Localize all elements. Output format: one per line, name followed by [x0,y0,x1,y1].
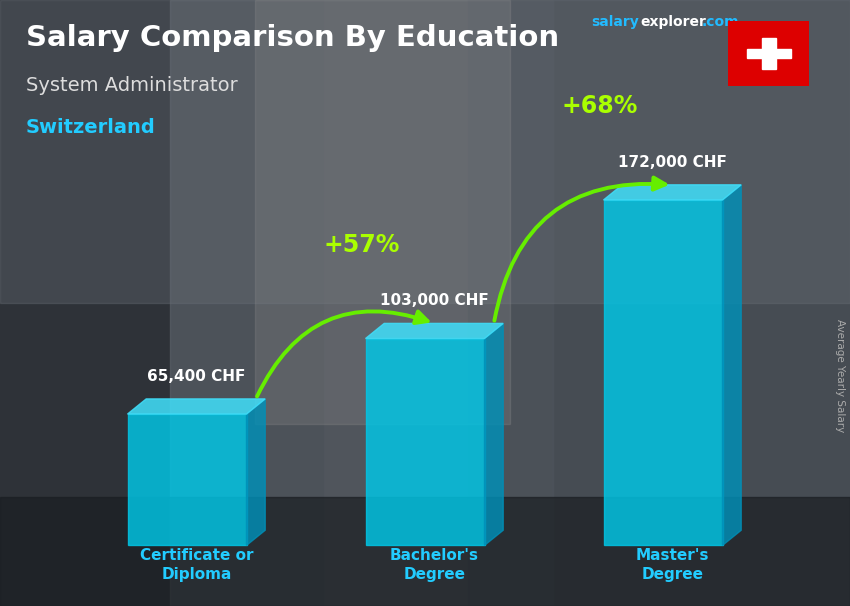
Text: +68%: +68% [562,94,638,118]
Polygon shape [170,0,552,606]
Text: 65,400 CHF: 65,400 CHF [147,369,246,384]
Text: System Administrator: System Administrator [26,76,237,95]
Text: Salary Comparison By Education: Salary Comparison By Education [26,24,558,52]
Polygon shape [0,0,323,606]
Polygon shape [0,497,850,606]
Polygon shape [366,339,484,545]
Polygon shape [604,200,722,545]
Polygon shape [128,414,246,545]
Text: 103,000 CHF: 103,000 CHF [380,293,489,308]
Text: Switzerland: Switzerland [26,118,156,137]
Text: Master's
Degree: Master's Degree [636,548,709,582]
Text: salary: salary [591,15,638,29]
Polygon shape [246,399,265,545]
Polygon shape [128,399,265,414]
Polygon shape [468,0,850,606]
Text: +57%: +57% [324,233,400,256]
Polygon shape [722,185,741,545]
FancyArrowPatch shape [495,178,666,321]
Text: Certificate or
Diploma: Certificate or Diploma [139,548,253,582]
Polygon shape [484,324,503,545]
Text: Bachelor's
Degree: Bachelor's Degree [390,548,479,582]
FancyBboxPatch shape [728,21,809,86]
Polygon shape [604,185,741,200]
FancyArrowPatch shape [257,311,428,396]
Polygon shape [0,0,850,303]
Polygon shape [366,324,503,339]
Text: Average Yearly Salary: Average Yearly Salary [835,319,845,432]
Text: explorer: explorer [640,15,705,29]
Bar [762,38,775,70]
Text: 172,000 CHF: 172,000 CHF [618,155,727,170]
Bar [746,49,790,59]
Text: .com: .com [701,15,739,29]
Polygon shape [255,0,510,424]
